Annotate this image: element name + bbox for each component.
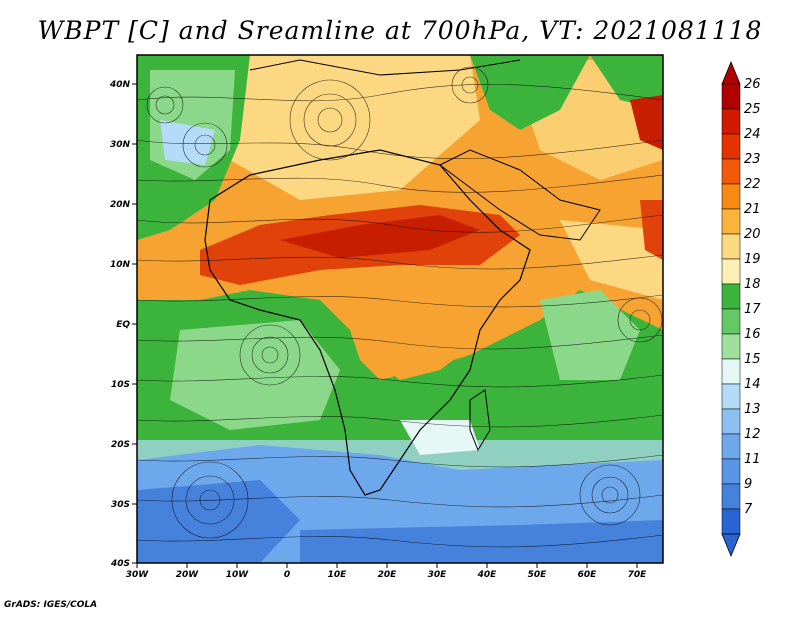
lat-tick-label: 20N	[110, 200, 131, 210]
europe-coastline	[249, 59, 521, 76]
colorbar-swatch	[721, 433, 741, 460]
lon-tick-label: 30E	[428, 570, 448, 580]
lon-tick-label: 30W	[126, 570, 150, 580]
field-lightgreen-southwest	[170, 320, 340, 430]
colorbar-swatch	[721, 408, 741, 435]
colorbar-swatch	[721, 133, 741, 160]
lat-tick-label: EQ	[116, 320, 130, 330]
colorbar-label: 23	[744, 152, 761, 167]
lon-tick-label: 50E	[528, 570, 548, 580]
field-darkred-northeast	[630, 95, 663, 150]
colorbar-swatch	[721, 308, 741, 335]
map-frame	[136, 54, 664, 564]
field-green-northeast	[590, 55, 663, 110]
colorbar-label: 22	[744, 177, 761, 192]
map-title: WBPT [C] and Sreamline at 700hPa, VT: 20…	[37, 16, 763, 45]
longitude-axis: 30W 20W 10W 0 10E 20E 30E 40E 50E 60E 70E	[126, 563, 647, 580]
field-light-orange-east	[560, 220, 663, 300]
colorbar-bottom-arrow	[721, 533, 741, 558]
lon-tick-label: 20E	[378, 570, 398, 580]
lat-tick-label: 20S	[111, 440, 130, 450]
field-orange-central	[340, 280, 520, 380]
colorbar-label: 16	[744, 327, 761, 342]
lat-tick-label: 10S	[111, 380, 130, 390]
field-red-east	[640, 200, 663, 260]
colorbar-label: 18	[744, 277, 761, 292]
colorbar-swatch	[721, 333, 741, 360]
field-darkred-band	[280, 215, 480, 258]
colorbar-swatch	[721, 208, 741, 235]
field-blue-northwest	[160, 120, 215, 165]
lon-tick-label: 20W	[176, 570, 200, 580]
colorbar-label: 25	[744, 102, 761, 117]
field-pale-patch	[400, 420, 480, 455]
field-lightgreen-east	[540, 290, 640, 380]
lat-tick-label: 40S	[110, 559, 130, 569]
colorbar-label: 14	[744, 377, 761, 392]
africa-coastline	[204, 149, 531, 496]
lon-tick-label: 60E	[578, 570, 598, 580]
colorbar-label: 15	[744, 352, 761, 367]
arabia-coastline	[439, 149, 601, 241]
colorbar: 26 25 24 23 22 21 20 19 18 17 16 15 14 13 12 11 9 7	[721, 60, 761, 558]
map-panel	[137, 55, 663, 563]
colorbar-swatch	[721, 233, 741, 260]
colorbar-swatch	[721, 83, 741, 110]
colorbar-swatch	[721, 483, 741, 510]
colorbar-swatch	[721, 258, 741, 285]
colorbar-label: 20	[744, 227, 761, 242]
lon-tick-label: 40E	[477, 570, 498, 580]
colorbar-label: 17	[744, 302, 761, 317]
colorbar-swatch	[721, 458, 741, 485]
colorbar-label: 26	[744, 77, 761, 92]
colorbar-label: 19	[744, 252, 761, 267]
colorbar-swatch	[721, 108, 741, 135]
lon-tick-label: 70E	[628, 570, 648, 580]
colorbar-swatch	[721, 358, 741, 385]
lon-tick-label: 10E	[328, 570, 348, 580]
field-green-north	[470, 55, 590, 130]
lon-tick-label: 0	[284, 570, 290, 580]
colorbar-swatch	[721, 283, 741, 310]
colorbar-label: 7	[744, 502, 753, 517]
colorbar-label: 24	[744, 127, 761, 142]
madagascar-coastline	[469, 389, 491, 452]
colorbar-swatch	[721, 383, 741, 410]
colorbar-label: 13	[744, 402, 761, 417]
lat-tick-label: 30N	[110, 140, 131, 150]
colorbar-label: 12	[744, 427, 761, 442]
streamlines	[137, 66, 663, 548]
grads-credit: GrADS: IGES/COLA	[4, 600, 98, 610]
lat-tick-label: 10N	[110, 260, 131, 270]
lat-tick-label: 30S	[111, 500, 130, 510]
colorbar-swatch	[721, 158, 741, 185]
colorbar-label: 9	[744, 477, 752, 492]
latitude-axis: 40N 30N 20N 10N EQ 10S 20S 30S 40S	[109, 80, 137, 569]
colorbar-swatch	[721, 508, 741, 535]
field-deepblue-south	[300, 520, 663, 563]
colorbar-label: 11	[744, 452, 761, 467]
lat-tick-label: 40N	[109, 80, 131, 90]
lon-tick-label: 10W	[226, 570, 250, 580]
colorbar-label: 21	[744, 202, 761, 217]
colorbar-top-arrow	[721, 60, 741, 85]
colorbar-swatch	[721, 183, 741, 210]
